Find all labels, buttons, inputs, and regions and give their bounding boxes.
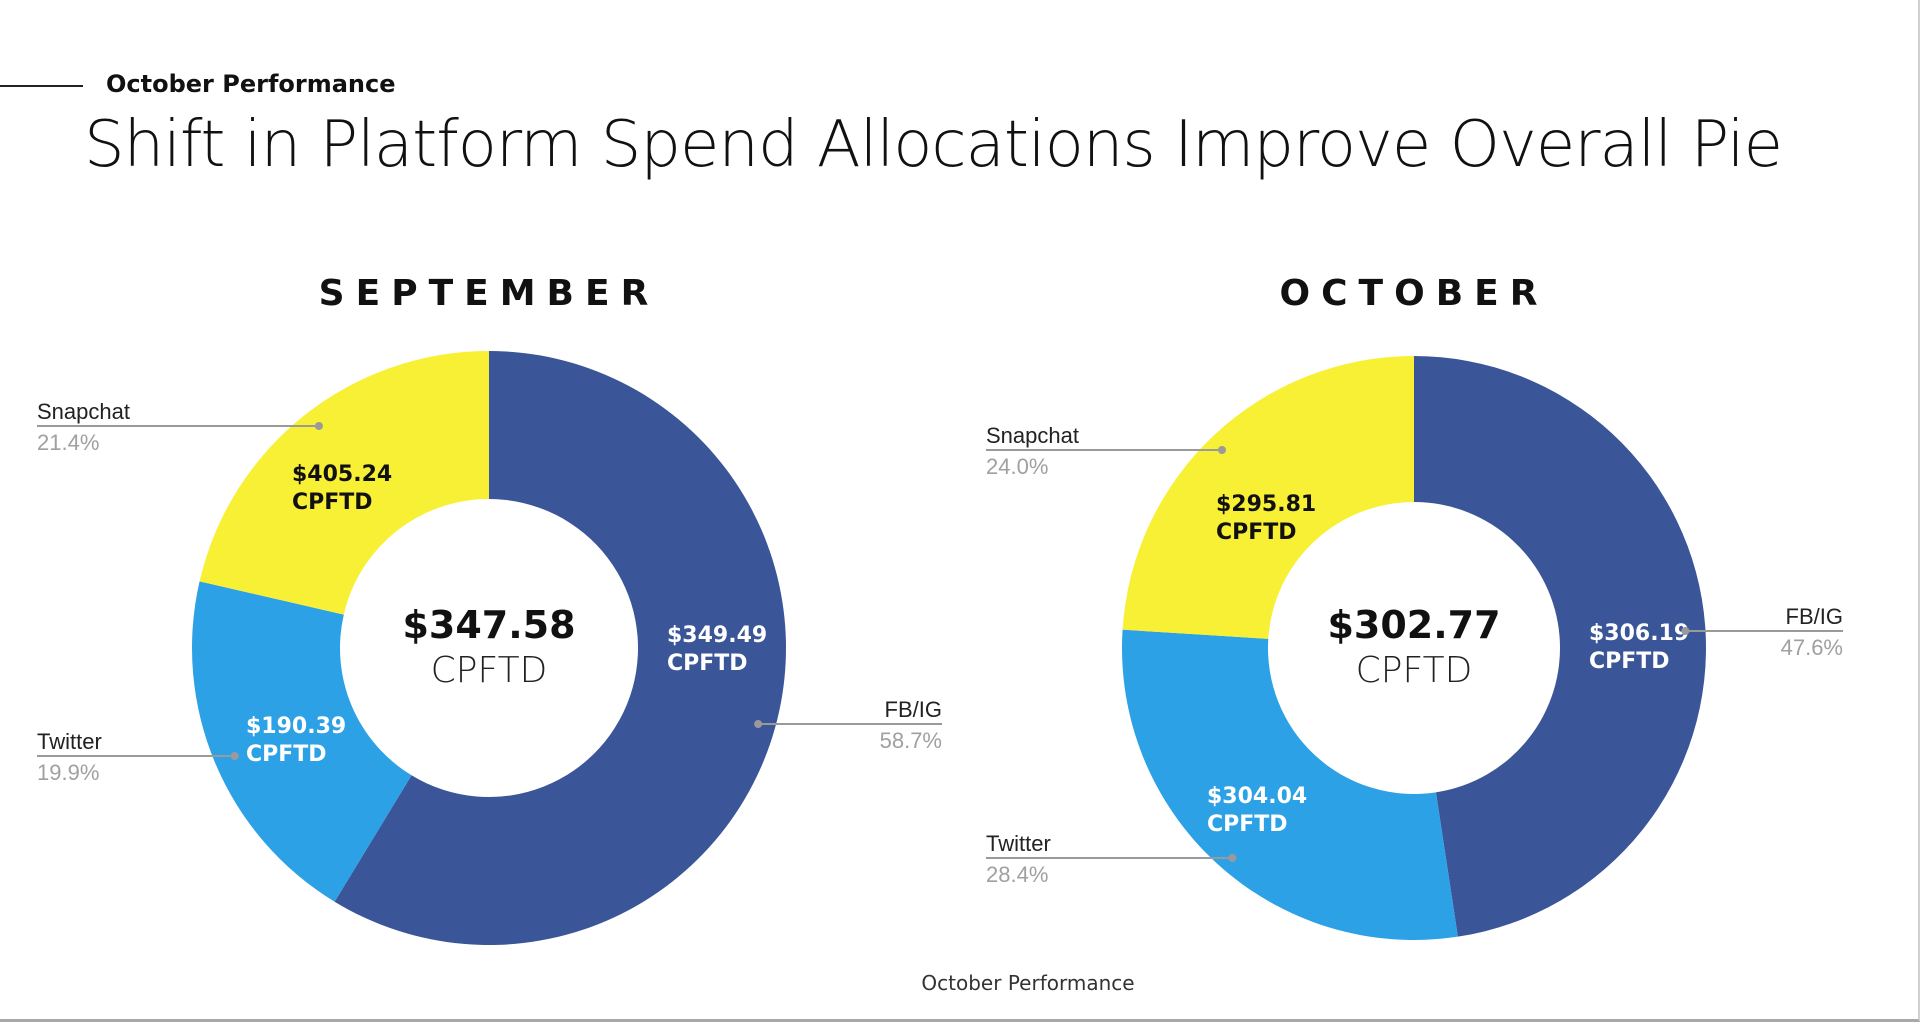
callout-name: FB/IG <box>1786 604 1843 629</box>
callout-name: Snapchat <box>37 399 130 424</box>
center-value: $347.58 <box>402 603 575 647</box>
slice-value-label: $349.49 <box>667 623 767 648</box>
slice-fb-ig <box>1414 356 1706 937</box>
slice-snapchat <box>1122 356 1414 639</box>
chart-title: OCTOBER <box>1280 273 1549 314</box>
callout-dot <box>1681 627 1690 635</box>
slide-title: Shift in Platform Spend Allocations Impr… <box>84 108 1783 182</box>
center-unit: CPFTD <box>431 650 548 691</box>
slice-fb-ig <box>334 351 786 945</box>
callout-name: Snapchat <box>986 423 1079 448</box>
header-rule <box>0 85 83 87</box>
slice-value-label: $405.24 <box>292 462 392 487</box>
callout-share: 47.6% <box>1781 635 1843 660</box>
slice-value-unit: CPFTD <box>1216 520 1297 545</box>
callout-share: 19.9% <box>37 760 99 785</box>
slice-value-label: $304.04 <box>1207 784 1307 809</box>
callout-share: 58.7% <box>880 728 942 753</box>
donut-chart-october: OCTOBER $306.19 CPFTD FB/IG 47.6% $304.04 CPFT… <box>986 273 1843 940</box>
center-value: $302.77 <box>1327 603 1500 647</box>
callout-dot <box>1228 854 1237 862</box>
donut-chart-september: SEPTEMBER $349.49 CPFTD FB/IG 58.7% $190.39 CP… <box>37 273 942 945</box>
center-unit: CPFTD <box>1356 650 1473 691</box>
slice-value-unit: CPFTD <box>667 651 748 676</box>
slice-value-unit: CPFTD <box>1589 649 1670 674</box>
callout-name: Twitter <box>986 831 1051 856</box>
slice-value-label: $190.39 <box>246 714 346 739</box>
callout-name: FB/IG <box>885 697 942 722</box>
callout-share: 21.4% <box>37 430 99 455</box>
callout-dot <box>314 422 323 430</box>
callout-dot <box>754 720 763 728</box>
slice-value-label: $306.19 <box>1589 621 1689 646</box>
callout-share: 24.0% <box>986 454 1048 479</box>
callout-name: Twitter <box>37 729 102 754</box>
chart-title: SEPTEMBER <box>319 273 660 314</box>
slice-twitter <box>191 581 412 902</box>
callout-dot <box>230 752 239 760</box>
slice-value-unit: CPFTD <box>246 742 327 767</box>
slice-value-unit: CPFTD <box>1207 812 1288 837</box>
section-label: October Performance <box>106 70 396 98</box>
callout-share: 28.4% <box>986 862 1048 887</box>
slice-snapchat <box>199 351 489 615</box>
footer-text: October Performance <box>921 971 1135 995</box>
callout-dot <box>1217 446 1226 454</box>
slice-twitter <box>1121 629 1458 940</box>
slice-value-label: $295.81 <box>1216 492 1316 517</box>
slice-value-unit: CPFTD <box>292 490 373 515</box>
